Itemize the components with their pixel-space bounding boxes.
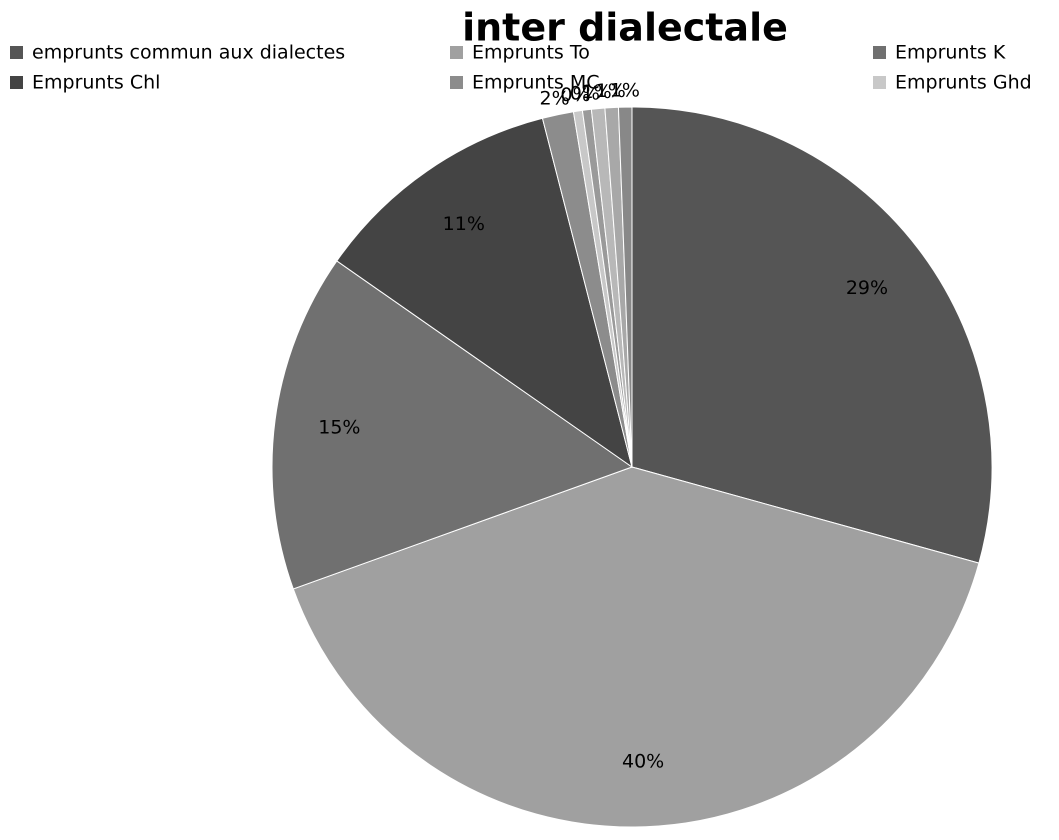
legend-label: Emprunts K bbox=[895, 42, 1006, 64]
legend-label: Emprunts To bbox=[472, 42, 590, 64]
legend-swatch bbox=[10, 46, 23, 59]
legend-swatch bbox=[10, 76, 23, 89]
pie-slice bbox=[617, 106, 633, 468]
data-label: 0% bbox=[560, 84, 590, 106]
data-label: 29% bbox=[846, 277, 888, 299]
data-label: 0% bbox=[570, 82, 600, 104]
data-label: 2% bbox=[540, 88, 570, 110]
legend-label: Emprunts MC bbox=[472, 72, 600, 94]
data-label: 11% bbox=[443, 213, 485, 235]
chart-title: inter dialectale bbox=[462, 6, 788, 50]
data-label: 1% bbox=[596, 80, 626, 102]
data-label: 15% bbox=[318, 417, 360, 439]
legend-swatch bbox=[450, 46, 463, 59]
data-label: 1% bbox=[582, 81, 612, 103]
pie-slice bbox=[336, 117, 633, 469]
pie-slice bbox=[292, 466, 980, 828]
legend-swatch bbox=[873, 46, 886, 59]
legend-swatch bbox=[450, 76, 463, 89]
legend-swatch bbox=[873, 76, 886, 89]
data-label: 40% bbox=[622, 750, 664, 772]
pie-slice bbox=[271, 260, 634, 590]
data-label: 1% bbox=[610, 80, 640, 102]
legend-label: Emprunts Ghd bbox=[895, 72, 1032, 94]
legend-label: emprunts commun aux dialectes bbox=[32, 42, 345, 64]
legend-label: Emprunts Chl bbox=[32, 72, 160, 94]
pie-slice bbox=[631, 106, 993, 564]
